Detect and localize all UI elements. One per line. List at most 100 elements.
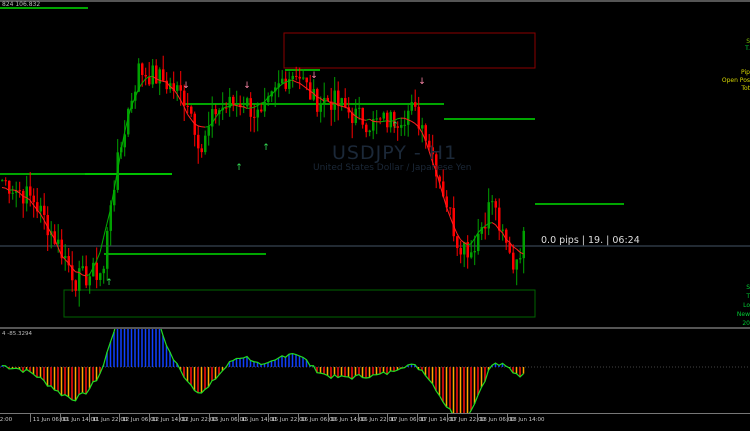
candle-body xyxy=(341,98,344,106)
candle-body xyxy=(8,181,11,194)
candle-body xyxy=(152,65,155,84)
candle-body xyxy=(33,196,36,203)
candle-body xyxy=(418,107,421,129)
info-panel-text: Pip xyxy=(741,69,750,76)
moving-average-segment xyxy=(163,81,167,82)
candle-body xyxy=(400,125,403,128)
candle-body xyxy=(232,97,235,105)
candle-body xyxy=(215,109,218,114)
candle-body xyxy=(197,135,200,149)
candle-body xyxy=(236,104,239,105)
moving-average-segment xyxy=(13,190,17,191)
info-panel-text: S xyxy=(746,284,750,291)
time-tick-label: 18 Jun 14:00 xyxy=(507,414,545,422)
sell-arrow-icon: ↓ xyxy=(418,77,426,87)
candle-body xyxy=(43,206,46,215)
buy-arrow-icon: ↑ xyxy=(391,121,399,131)
moving-average-segment xyxy=(188,114,192,119)
symbol-description: United States Dollar / Japanese Yen xyxy=(313,163,471,173)
candle-body xyxy=(512,253,515,270)
moving-average-segment xyxy=(492,223,496,225)
candle-body xyxy=(19,190,22,191)
candle-body xyxy=(407,111,410,125)
oscillator-line xyxy=(2,329,524,414)
candle-body xyxy=(285,79,288,89)
indicator-subwindow[interactable]: 4 -85.3294 xyxy=(0,327,750,414)
candle-body xyxy=(362,108,365,125)
candle-body xyxy=(208,126,211,135)
candle-body xyxy=(365,125,368,132)
candle-body xyxy=(334,91,337,110)
candle-body xyxy=(421,125,424,128)
candle-body xyxy=(162,69,165,80)
candle-body xyxy=(99,273,102,280)
resistance-zone-box xyxy=(284,33,535,68)
candle-body xyxy=(75,280,78,291)
info-panel-text: Tot xyxy=(741,85,750,92)
candle-body xyxy=(253,117,256,118)
candle-body xyxy=(474,251,477,252)
moving-average-segment xyxy=(384,121,388,122)
candle-body xyxy=(78,268,81,291)
buy-arrow-icon: ↑ xyxy=(235,163,243,173)
candle-body xyxy=(414,102,417,107)
candle-body xyxy=(516,259,519,269)
candle-body xyxy=(64,256,67,258)
candle-body xyxy=(477,234,480,251)
candle-body xyxy=(456,236,459,248)
candle-body xyxy=(155,65,158,83)
candle-body xyxy=(484,227,487,228)
candle-body xyxy=(57,240,60,244)
candle-body xyxy=(383,113,386,119)
info-panel-text: 20 xyxy=(742,320,750,327)
info-panel-text: Lo xyxy=(743,302,750,309)
moving-average-segment xyxy=(2,188,6,189)
candle-body xyxy=(337,91,340,106)
sell-arrow-icon: ↓ xyxy=(310,71,318,81)
support-zone-box xyxy=(64,290,535,317)
candle-body xyxy=(5,180,8,181)
candle-body xyxy=(460,248,463,254)
candle-body xyxy=(316,89,319,112)
candle-body xyxy=(260,110,263,112)
buy-arrow-icon: ↑ xyxy=(262,143,270,153)
moving-average-segment xyxy=(303,86,307,89)
candle-body xyxy=(40,206,43,212)
candle-timer: 0.0 pips | 19. | 06:24 xyxy=(541,235,640,246)
moving-average-segment xyxy=(366,119,370,120)
candle-body xyxy=(1,180,4,181)
candle-body xyxy=(505,230,508,243)
candle-body xyxy=(306,78,309,83)
candle-body xyxy=(26,186,29,203)
candle-body xyxy=(302,78,305,79)
candle-body xyxy=(369,131,372,132)
indicator-label: 4 -85.3294 xyxy=(2,331,32,337)
candle-body xyxy=(148,76,151,84)
candle-body xyxy=(495,201,498,207)
symbol-watermark: USDJPY - H1 xyxy=(332,142,457,164)
candle-body xyxy=(190,107,193,114)
info-panel-text: T xyxy=(746,293,750,300)
moving-average-segment xyxy=(100,238,104,253)
time-tick-label: n 22:00 xyxy=(0,414,12,422)
sell-arrow-icon: ↓ xyxy=(182,81,190,91)
sell-arrow-icon: ↓ xyxy=(243,81,251,91)
candle-body xyxy=(103,269,106,273)
candle-body xyxy=(463,242,466,254)
candle-body xyxy=(411,102,414,111)
candle-body xyxy=(320,103,323,111)
candle-body xyxy=(145,75,148,76)
candle-body xyxy=(82,266,85,268)
candle-body xyxy=(379,118,382,119)
info-panel-text: S xyxy=(746,38,750,45)
moving-average-segment xyxy=(398,118,402,119)
price-label: 824 106.832 xyxy=(2,1,40,8)
moving-average-segment xyxy=(342,106,346,107)
candle-body xyxy=(159,69,162,83)
candle-body xyxy=(386,113,389,128)
main-chart[interactable]: ↑↑↑↑↓↓↓↓ 824 106.832 USDJPY - H1 United … xyxy=(0,0,750,326)
candle-body xyxy=(344,98,347,107)
candle-body xyxy=(453,208,456,236)
candle-body xyxy=(491,201,494,202)
